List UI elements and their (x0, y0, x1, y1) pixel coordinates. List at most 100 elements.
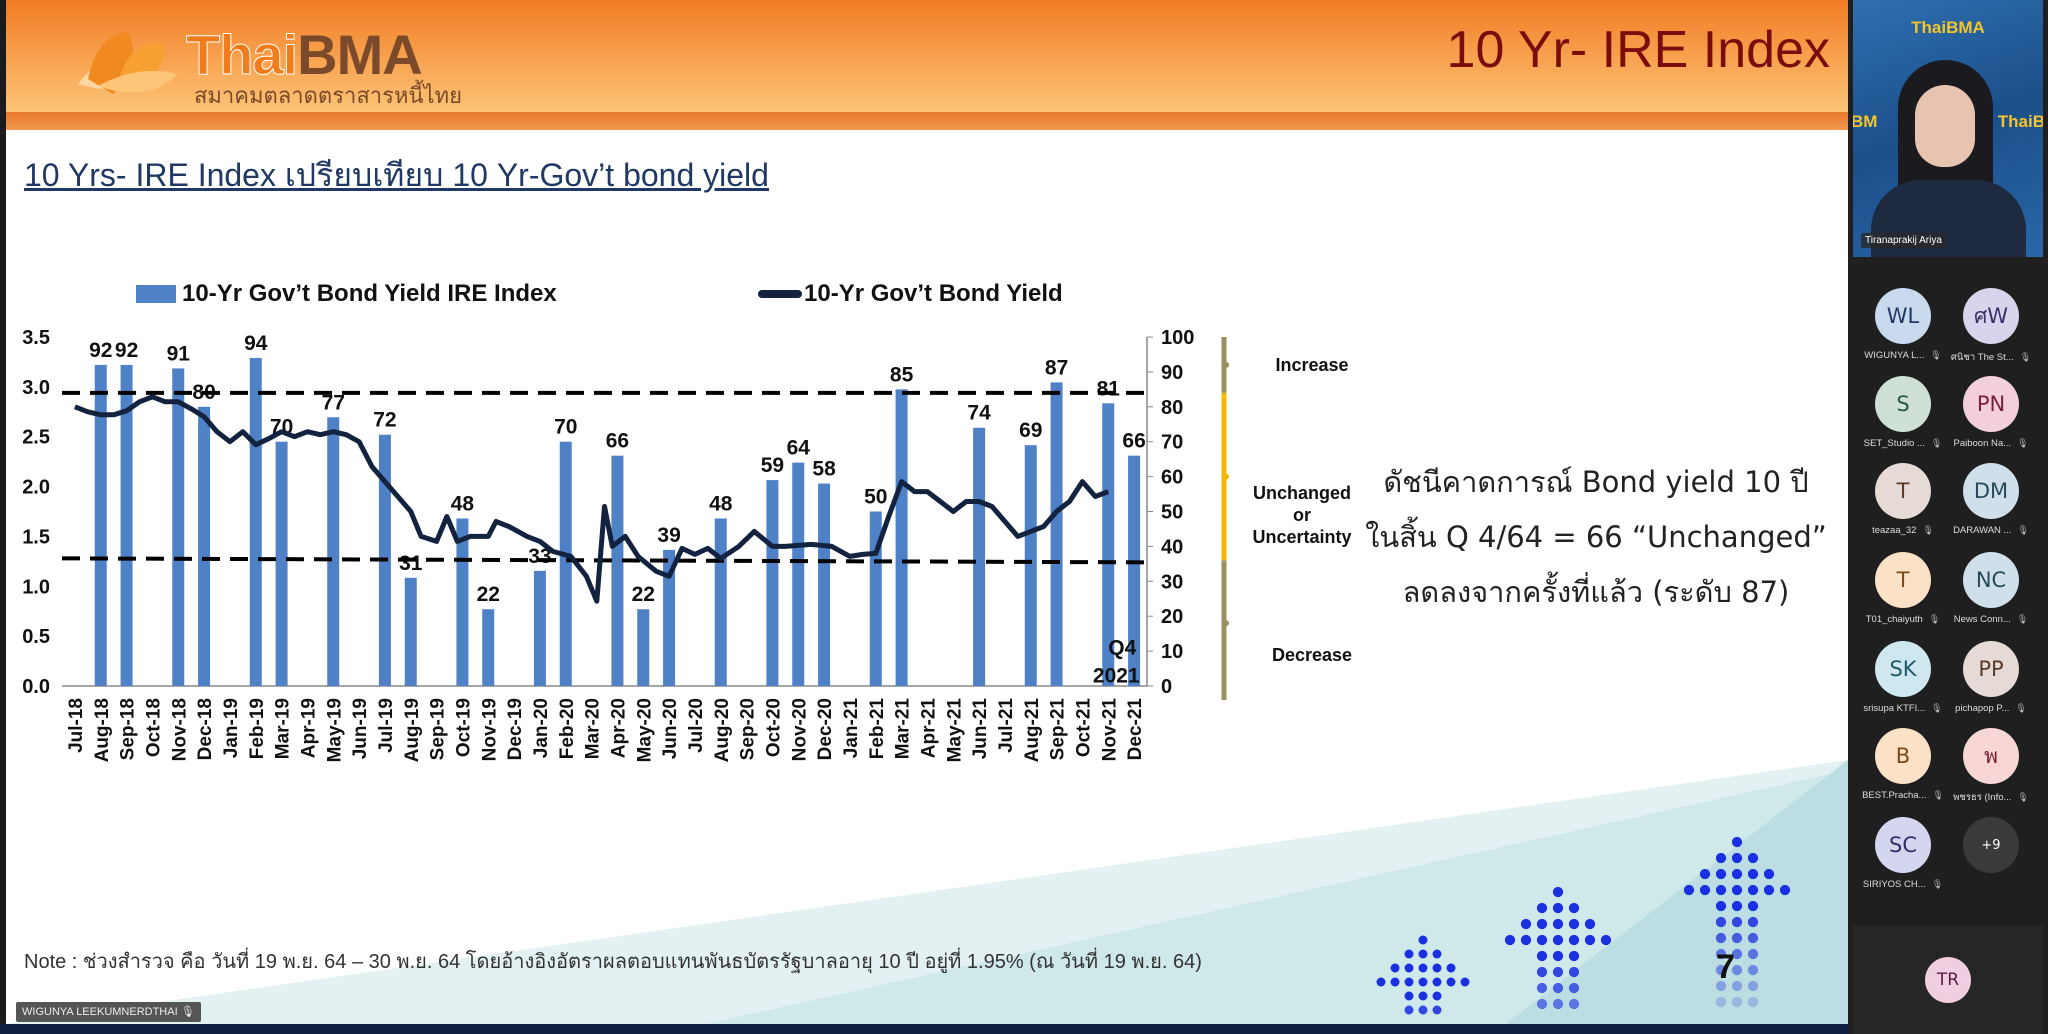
right-axis-tick: 60 (1161, 467, 1183, 489)
participant-tile[interactable]: พพชรธร (Info... 🎙 (1946, 728, 2036, 805)
q4-annotation: Q4 (1108, 637, 1136, 660)
x-axis-label: Nov-18 (169, 698, 190, 761)
left-axis-tick: 3.5 (22, 327, 50, 349)
legend-item-ire-index: 10-Yr Gov’t Bond Yield IRE Index (136, 280, 557, 308)
x-axis-label: May-20 (634, 698, 655, 762)
arrow-dot (1432, 977, 1442, 987)
participant-name-row: ศนิชา The St... 🎙 (1946, 350, 2036, 365)
more-participants-button[interactable]: +9 (1946, 817, 2036, 873)
x-axis-label: Feb-21 (867, 698, 888, 760)
participant-tile[interactable]: DM DARAWAN ... 🎙 (1946, 463, 2036, 536)
participant-name-row: teazaa_32 🎙 (1858, 525, 1948, 536)
x-axis-label: Dec-18 (195, 698, 216, 760)
x-axis-label: May-19 (324, 698, 345, 762)
arrow-dot (1731, 948, 1743, 960)
participant-avatar: SK (1875, 641, 1931, 697)
bar-ire-index (1102, 403, 1115, 686)
participants-sidebar: ThaiBMA BM ThaiB Tiranaprakij Ariya WL WI… (1848, 0, 2048, 1034)
participant-tile[interactable]: S SET_Studio ... 🎙 (1858, 376, 1948, 449)
bar-ire-index (663, 549, 676, 686)
bar-ire-index (482, 609, 495, 686)
webcam-backdrop-brand: BM (1853, 112, 1878, 131)
x-axis-label: Jul-20 (686, 698, 707, 753)
mic-muted-icon: 🎙 (1931, 879, 1944, 889)
bar-ire-index (327, 417, 340, 686)
arrow-dot (1536, 934, 1548, 946)
arrow-dot (1747, 996, 1759, 1008)
bar-ire-index (895, 389, 908, 686)
arrow-dot (1715, 868, 1727, 880)
participant-tile[interactable]: PN Paiboon Na... 🎙 (1946, 376, 2036, 449)
arrow-dot (1552, 966, 1564, 978)
arrow-dot (1715, 980, 1727, 992)
bar-ire-index (714, 518, 727, 686)
presenter-video[interactable]: ThaiBMA BM ThaiB Tiranaprakij Ariya (1853, 0, 2043, 257)
participant-tile[interactable]: T T01_chaiyuth 🎙 (1858, 552, 1948, 625)
participant-avatar: S (1875, 376, 1931, 432)
left-axis-tick: 0.0 (22, 676, 50, 698)
participant-tile[interactable]: B BEST.Pracha... 🎙 (1858, 728, 1948, 801)
page-number: 7 (1716, 948, 1735, 986)
right-axis-tick: 50 (1161, 502, 1183, 524)
arrow-dot (1731, 852, 1743, 864)
bar-data-label: 87 (1045, 356, 1068, 379)
arrow-dot (1715, 964, 1727, 976)
arrow-dot (1446, 977, 1456, 987)
participant-tile[interactable]: PP pichapop P... 🎙 (1946, 641, 2036, 714)
left-axis-tick: 1.0 (22, 576, 50, 598)
participant-name-row: Paiboon Na... 🎙 (1946, 438, 2036, 449)
scale-label-line: or (1293, 505, 1311, 525)
arrow-dot (1731, 884, 1743, 896)
x-axis-label: Aug-19 (402, 698, 423, 762)
arrow-dot (1536, 982, 1548, 994)
arrow-dot (1568, 918, 1580, 930)
arrow-dot (1432, 1005, 1442, 1015)
bar-ire-index (792, 462, 805, 686)
summary-line: ในสิ้น Q 4/64 = 66 “Unchanged” (1365, 520, 1827, 554)
participant-name: ศนิชา The St... (1950, 352, 2014, 363)
mic-muted-icon: 🎙 (2017, 525, 2029, 535)
participant-tile[interactable]: NC News Conn... 🎙 (1946, 552, 2036, 625)
participant-name-row: T01_chaiyuth 🎙 (1858, 614, 1948, 625)
arrow-dot (1747, 900, 1759, 912)
participant-tile[interactable]: WL WIGUNYA L... 🎙 (1858, 288, 1948, 361)
participant-name: DARAWAN ... (1953, 525, 2012, 536)
arrow-dot (1731, 900, 1743, 912)
arrow-dot (1747, 868, 1759, 880)
right-axis-tick: 90 (1161, 362, 1183, 384)
arrow-dot (1699, 868, 1711, 880)
background-decoration (6, 760, 1848, 1024)
scale-label-line: Unchanged (1252, 483, 1351, 503)
logo-word-bma: BMA (297, 23, 423, 86)
bar-ire-index (637, 609, 650, 686)
arrow-dot (1404, 991, 1414, 1001)
bar-ire-index (1128, 455, 1141, 686)
arrow-dot (1584, 918, 1596, 930)
mic-muted-icon: 🎙 (1922, 525, 1934, 535)
x-axis-label: Sep-19 (428, 698, 449, 760)
presentation-slide: ThaiBMA สมาคมตลาดตราสารหนี้ไทย 10 Yr- IR… (6, 0, 1848, 1024)
arrow-dot (1552, 998, 1564, 1010)
participant-tile[interactable]: SC SIRIYOS CH... 🎙 (1858, 817, 1948, 890)
scale-marker (1223, 361, 1229, 368)
mic-muted-icon: 🎙 (1932, 790, 1944, 800)
left-axis-tick: 1.5 (22, 526, 50, 548)
participant-name-row: BEST.Pracha... 🎙 (1858, 790, 1948, 801)
participant-avatar: B (1875, 728, 1931, 784)
arrow-dot (1460, 977, 1470, 987)
bar-data-label: 72 (373, 409, 396, 432)
self-view[interactable]: TR (1853, 925, 2043, 1034)
arrow-dot (1536, 918, 1548, 930)
participant-name-row: พชรธร (Info... 🎙 (1946, 790, 2036, 805)
bar-data-label: 94 (244, 332, 268, 355)
participant-tile[interactable]: ศW ศนิชา The St... 🎙 (1946, 288, 2036, 365)
participant-tile[interactable]: SK srisupa KTFI... 🎙 (1858, 641, 1948, 714)
bar-data-label: 22 (477, 583, 500, 606)
arrow-dot (1568, 982, 1580, 994)
x-axis-label: Jun-19 (350, 698, 371, 759)
arrow-dot (1504, 934, 1516, 946)
x-axis-label: Jul-18 (66, 698, 87, 753)
mic-muted-icon: 🎙 (2015, 703, 2027, 713)
bar-ire-index (611, 455, 624, 686)
